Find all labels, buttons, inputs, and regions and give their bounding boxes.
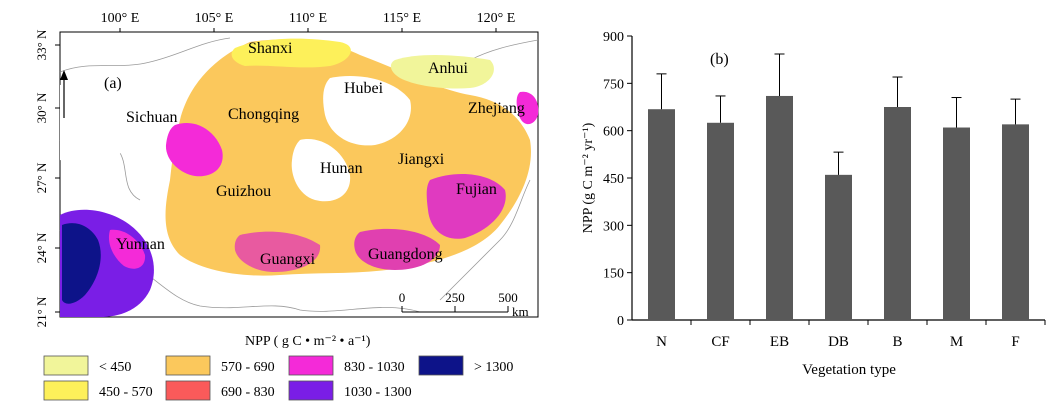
legend-swatch	[418, 355, 464, 376]
latitude-ticks: 33° N 30° N 27° N 24° N 21° N	[34, 29, 60, 327]
legend-label: > 1300	[474, 360, 513, 375]
legend-label: 450 - 570	[99, 385, 153, 400]
province-label-hubei: Hubei	[344, 80, 384, 97]
x-tick-label: F	[1011, 334, 1019, 350]
npp-regions	[60, 38, 539, 317]
map-panel-label: (a)	[104, 75, 122, 92]
y-tick-label: 300	[603, 219, 624, 234]
scale-tick-0: 0	[399, 290, 406, 305]
no-data-hunan	[291, 139, 351, 202]
province-label-jiangxi: Jiangxi	[398, 151, 445, 168]
latitude-tick-label: 33° N	[34, 29, 49, 60]
longitude-tick-label: 120° E	[477, 11, 516, 26]
x-tick-label: N	[656, 334, 667, 350]
legend-swatch	[43, 355, 89, 376]
province-label-fujian: Fujian	[456, 181, 497, 198]
x-tick-label: EB	[770, 334, 789, 350]
x-tick-label: CF	[711, 334, 729, 350]
bar-f	[1002, 124, 1029, 320]
legend-label: 690 - 830	[221, 385, 275, 400]
legend-swatch	[165, 380, 211, 401]
legend-swatch	[165, 355, 211, 376]
y-tick-label: 150	[603, 267, 624, 282]
province-label-zhejiang: Zhejiang	[468, 100, 525, 117]
npp-region-anhui	[390, 55, 494, 89]
longitude-tick-label: 110° E	[289, 11, 327, 26]
province-label-guangdong: Guangdong	[368, 246, 443, 263]
province-label-guangxi: Guangxi	[260, 251, 316, 268]
legend-label: 570 - 690	[221, 360, 275, 375]
bar-n	[648, 109, 675, 320]
latitude-tick-label: 21° N	[34, 296, 49, 327]
longitude-ticks: 100° E 105° E 110° E 115° E 120° E	[101, 11, 516, 32]
npp-region-fujian	[426, 174, 506, 239]
scale-bar: 0 250 500 km	[399, 290, 529, 319]
y-tick-label: 900	[603, 30, 624, 45]
chart-panel-label: (b)	[710, 51, 729, 68]
scale-tick-250: 250	[445, 290, 465, 305]
longitude-tick-label: 105° E	[195, 11, 234, 26]
legend-label: < 450	[99, 360, 131, 375]
no-data-hubei	[323, 76, 411, 146]
x-tick-label: M	[950, 334, 963, 350]
npp-region-zhejiang	[516, 91, 539, 125]
map-legend: < 450 570 - 690 830 - 1030 > 1300 450 - 570 6…	[43, 355, 513, 401]
latitude-tick-label: 30° N	[34, 92, 49, 123]
y-tick-label: 750	[603, 77, 624, 92]
chart-error-bars	[656, 53, 1021, 175]
legend-label: 1030 - 1300	[344, 385, 412, 400]
scale-unit: km	[512, 304, 529, 319]
npp-region-yunnan-core	[62, 223, 101, 304]
x-axis-label: Vegetation type	[802, 362, 896, 378]
bar-eb	[766, 95, 793, 320]
north-arrow	[60, 70, 68, 118]
y-axis-label: NPP (g C m⁻² yr⁻¹)	[581, 122, 596, 233]
y-tick-label: 450	[603, 172, 624, 187]
legend-swatch	[288, 355, 334, 376]
bar-db	[825, 174, 852, 320]
npp-region-guangdong	[354, 228, 440, 270]
chart-x-tick-labels: N CF EB DB B M F	[656, 320, 1046, 350]
province-label-yunnan: Yunnan	[116, 236, 165, 253]
longitude-tick-label: 115° E	[383, 11, 421, 26]
legend-swatch	[288, 380, 334, 401]
bar-b	[884, 107, 911, 320]
npp-region-yunnan-edge	[108, 229, 146, 269]
npp-region-guangxi	[234, 231, 321, 272]
province-label-anhui: Anhui	[428, 60, 469, 77]
longitude-tick-label: 100° E	[101, 11, 140, 26]
chart-bars	[648, 95, 1029, 321]
legend-label: 830 - 1030	[344, 360, 405, 375]
bar-m	[943, 127, 970, 320]
scale-tick-500: 500	[498, 290, 518, 305]
legend-swatch	[43, 380, 89, 401]
chart-y-tick-labels: 0 150 300 450 600 750 900	[603, 30, 632, 329]
province-label-chongqing: Chongqing	[228, 106, 299, 123]
latitude-tick-label: 27° N	[34, 162, 49, 193]
npp-region-sichuan	[165, 122, 223, 177]
legend-title: NPP ( g C • m⁻² • a⁻¹)	[245, 334, 371, 349]
province-label-hunan: Hunan	[320, 160, 363, 177]
latitude-tick-label: 24° N	[34, 232, 49, 263]
bar-chart-panel: 0 150 300 450 600 750 900 N CF EB DB B M F (b) Veget…	[581, 30, 1046, 378]
map-panel: 100° E 105° E 110° E 115° E 120° E 33° N 30° …	[34, 11, 539, 401]
x-tick-label: DB	[828, 334, 849, 350]
province-label-shanxi: Shanxi	[248, 40, 293, 57]
province-label-sichuan: Sichuan	[126, 109, 178, 126]
y-tick-label: 600	[603, 125, 624, 140]
x-tick-label: B	[892, 334, 902, 350]
bar-cf	[707, 122, 734, 321]
province-labels: Shanxi Anhui Hubei Sichuan Chongqing Zhejiang…	[116, 40, 525, 268]
npp-region-north	[231, 38, 351, 68]
province-label-guizhou: Guizhou	[216, 183, 271, 200]
no-data-sichuan	[60, 83, 134, 165]
y-tick-label: 0	[617, 314, 624, 329]
